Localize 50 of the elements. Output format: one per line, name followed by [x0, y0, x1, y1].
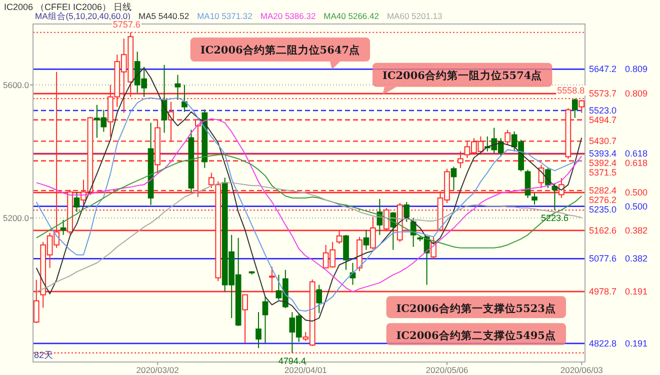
axis-label: 0.500 — [625, 188, 648, 198]
legend-item: MA40 5266.42 — [324, 11, 379, 21]
legend-item: MA10 5371.32 — [197, 11, 252, 21]
axis-label: 5276.2 — [589, 195, 617, 206]
axis-label: 5573.7 — [589, 88, 617, 99]
axis-label: 0.500 — [625, 201, 648, 212]
annotation: 5757.6 — [112, 19, 140, 30]
legend-title: MA组合(5,10,20,40,60,0) — [35, 11, 130, 21]
picture-callout: IC2006合约第一支撑位5523点 — [386, 296, 566, 318]
legend-item: MA60 5201.13 — [386, 11, 442, 21]
picture-callout: IC2006合约第一阻力位5574点 — [372, 62, 552, 95]
axis-label: 4822.8 — [589, 338, 617, 348]
axis-label: 5494.7 — [589, 115, 617, 125]
axis-label: 5235.0 — [589, 204, 617, 215]
axis-label: 5393.4 — [589, 148, 617, 159]
xtick: 2020/03/02 — [136, 365, 179, 375]
title: IC2006 （CFFEI IC2006） 日线 — [4, 2, 132, 12]
axis-label: 0.191 — [625, 338, 648, 348]
axis-label: 5523.0 — [589, 106, 617, 116]
axis-label: 5392.4 — [589, 158, 617, 168]
xtick: 2020/06/03 — [560, 365, 603, 375]
axis-label: 0.809 — [625, 88, 648, 99]
axis-label: 0.382 — [625, 225, 648, 236]
axis-label: 0.382 — [625, 254, 648, 264]
axis-label: 5282.4 — [589, 186, 617, 196]
picture-callout: IC2006合约第二阻力位5647点 — [190, 38, 370, 70]
ytick: 5600.0 — [3, 80, 29, 90]
axis-label: 0.191 — [625, 286, 648, 297]
annotation: 4794.4 — [278, 356, 306, 366]
axis-label: 0.618 — [625, 148, 648, 159]
annotation: IC2006合约第一阻力位5574点 — [382, 68, 542, 82]
xtick: 2020/05/06 — [426, 365, 468, 375]
annotation: 82天 — [34, 350, 54, 360]
picture-callout: IC2006合约第二支撑位5495点 — [386, 323, 566, 346]
annotation: IC2006合约第二阻力位5647点 — [200, 44, 360, 57]
axis-label: 5647.2 — [589, 64, 617, 74]
axis-label: 5371.5 — [589, 168, 617, 178]
annotation: IC2006合约第二支撑位5495点 — [396, 329, 556, 342]
axis-label: 0.809 — [625, 64, 648, 74]
axis-label: 4978.7 — [589, 286, 617, 297]
axis-label: 0.618 — [625, 158, 648, 168]
legend-item: MA5 5440.52 — [138, 11, 190, 21]
xtick: 2020/04/01 — [284, 365, 327, 375]
axis-label: 5162.6 — [589, 225, 617, 236]
axis-label: 5077.6 — [589, 254, 617, 264]
annotation: 5558.8 — [557, 86, 585, 96]
axis-label: 5430.7 — [589, 136, 617, 146]
annotation: IC2006合约第一支撑位5523点 — [396, 302, 556, 316]
ytick: 5200.0 — [3, 212, 29, 223]
legend-item: MA20 5386.32 — [260, 11, 316, 21]
